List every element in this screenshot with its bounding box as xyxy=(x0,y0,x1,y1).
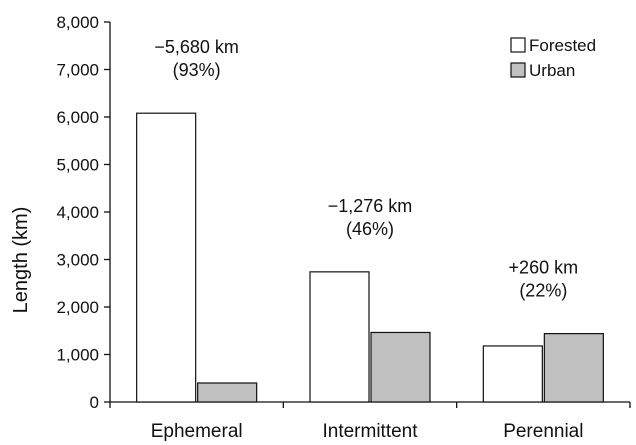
legend: Forested Urban xyxy=(510,36,596,80)
x-tick-label: Intermittent xyxy=(322,421,418,442)
bars xyxy=(136,112,604,403)
legend-swatch-urban xyxy=(510,62,526,78)
y-tick-label: 1,000 xyxy=(56,346,99,365)
bar-urban xyxy=(543,333,604,403)
x-tick-label: Ephemeral xyxy=(151,421,243,442)
legend-label: Urban xyxy=(529,61,575,80)
y-axis: 0 1,000 2,000 3,000 4,000 5,000 6,000 7,000 8,00… xyxy=(56,13,111,412)
y-tick-label: 8,000 xyxy=(56,13,99,32)
annotation-label: (93%) xyxy=(173,60,221,80)
annotation-label: (46%) xyxy=(346,219,394,239)
annotation-label: (22%) xyxy=(519,281,567,301)
y-tick-label: 7,000 xyxy=(56,61,99,80)
bar-forested xyxy=(482,345,543,403)
bar-forested xyxy=(136,112,197,403)
bar-urban xyxy=(197,382,258,403)
bar-urban xyxy=(370,331,431,403)
y-tick-label: 2,000 xyxy=(56,298,99,317)
y-tick-label: 5,000 xyxy=(56,156,99,175)
y-tick-label: 0 xyxy=(90,393,99,412)
annotation-label: +260 km xyxy=(509,258,579,278)
annotation-label: −1,276 km xyxy=(328,196,413,216)
annotations: −5,680 km (93%) −1,276 km (46%) +260 km (22%) xyxy=(154,37,578,300)
x-tick-label: Perennial xyxy=(503,421,583,442)
y-axis-title: Length (km) xyxy=(10,207,32,314)
annotation-label: −5,680 km xyxy=(154,37,239,57)
bar-forested xyxy=(309,271,370,403)
legend-label: Forested xyxy=(529,36,596,55)
y-tick-label: 6,000 xyxy=(56,108,99,127)
x-axis: Ephemeral Intermittent Perennial xyxy=(109,401,631,442)
legend-swatch-forested xyxy=(510,37,526,53)
y-tick-label: 4,000 xyxy=(56,203,99,222)
y-tick-label: 3,000 xyxy=(56,251,99,270)
